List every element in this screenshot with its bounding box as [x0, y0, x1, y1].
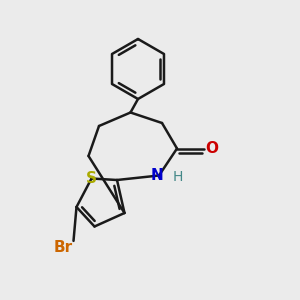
Text: O: O	[205, 141, 218, 156]
Text: Br: Br	[54, 240, 73, 255]
Text: H: H	[172, 170, 183, 184]
Text: S: S	[86, 171, 97, 186]
Text: N: N	[151, 168, 164, 183]
